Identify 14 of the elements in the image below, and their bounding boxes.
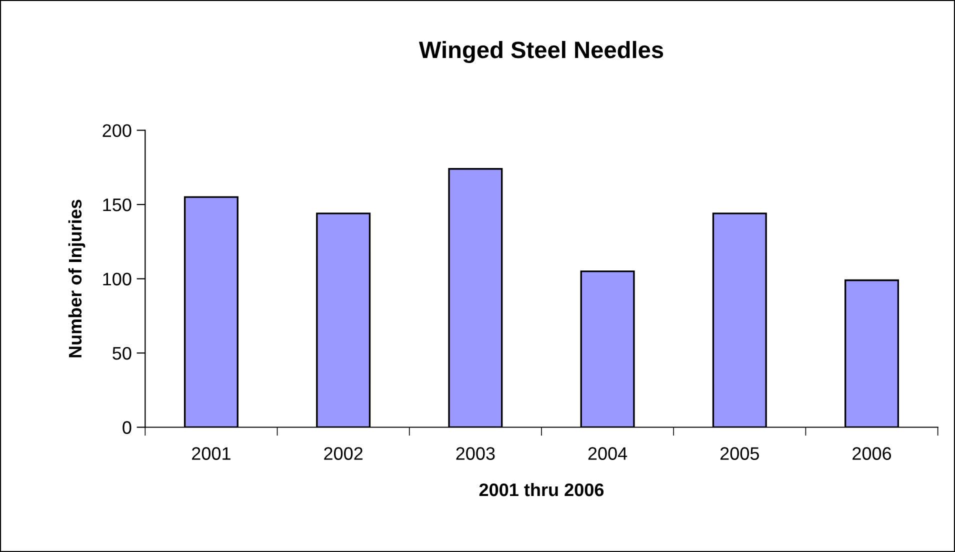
y-axis-title: Number of Injuries: [68, 200, 86, 358]
y-tick-label: 50: [112, 346, 132, 360]
x-tick-label: 2004: [588, 447, 628, 460]
y-tick-label: 0: [122, 421, 132, 434]
x-tick-label: 2002: [324, 447, 362, 460]
x-tick-label: 2006: [852, 447, 892, 460]
x-tick-label: 2001: [192, 447, 230, 460]
x-tick-label: 2005: [720, 447, 759, 460]
x-tick-label: 2003: [456, 447, 495, 460]
y-tick-label: 100: [103, 272, 132, 286]
x-axis-title: 2001 thru 2006: [479, 482, 604, 496]
y-tick-label: 150: [103, 198, 132, 212]
chart-title: Winged Steel Needles: [418, 40, 664, 64]
y-tick-label: 200: [102, 124, 132, 137]
